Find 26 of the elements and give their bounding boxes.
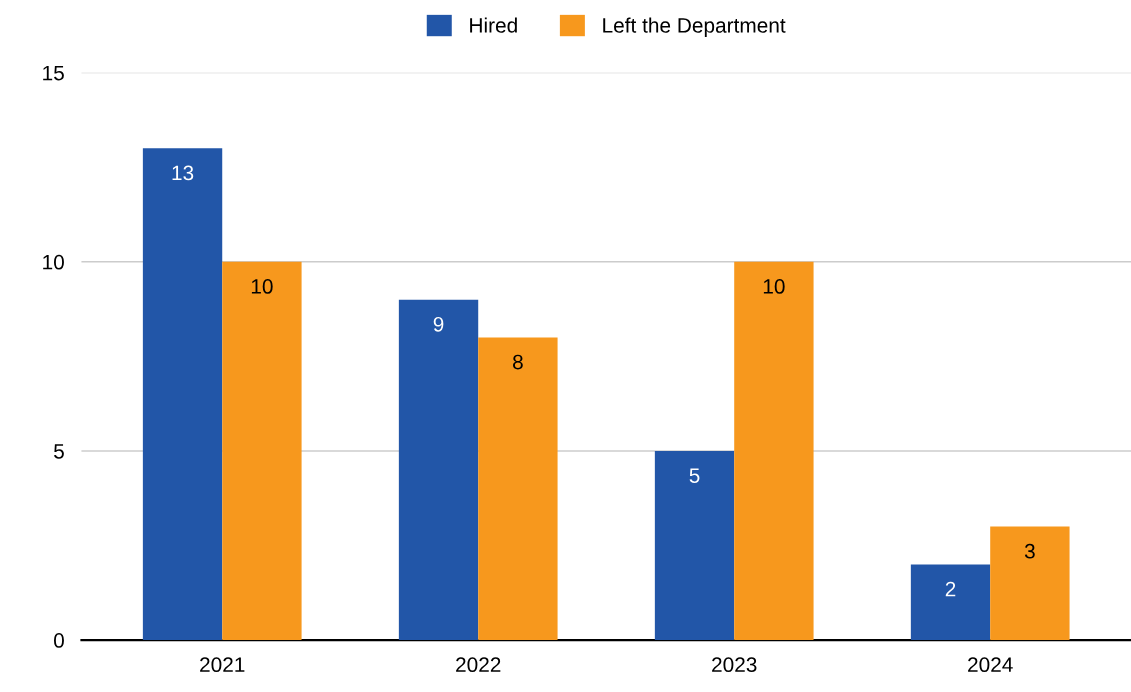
bar xyxy=(654,450,735,641)
y-tick-label: 15 xyxy=(43,65,64,81)
bar xyxy=(398,299,479,641)
bar xyxy=(910,564,991,641)
legend-label: Hired xyxy=(470,17,517,33)
x-tick-label: 2021 xyxy=(200,657,245,673)
data-label: 3 xyxy=(1024,543,1035,559)
x-tick-label: 2024 xyxy=(968,657,1013,673)
y-tick-label: 10 xyxy=(43,254,64,270)
bar xyxy=(222,261,302,641)
data-label: 2 xyxy=(945,581,956,597)
x-tick-label: 2022 xyxy=(456,657,501,673)
bar xyxy=(142,148,223,641)
y-tick-label: 0 xyxy=(53,633,64,648)
bar xyxy=(990,526,1070,641)
data-label: 13 xyxy=(172,165,194,181)
data-label: 5 xyxy=(689,468,700,483)
data-label: 8 xyxy=(513,354,523,370)
bar xyxy=(734,261,814,641)
data-label: 10 xyxy=(763,279,785,294)
bar xyxy=(478,337,558,641)
data-label: 10 xyxy=(251,279,273,294)
x-tick-label: 2023 xyxy=(712,657,757,673)
y-tick-label: 5 xyxy=(54,444,64,459)
legend-label: Left the Department xyxy=(603,17,786,37)
data-label: 9 xyxy=(433,316,444,332)
